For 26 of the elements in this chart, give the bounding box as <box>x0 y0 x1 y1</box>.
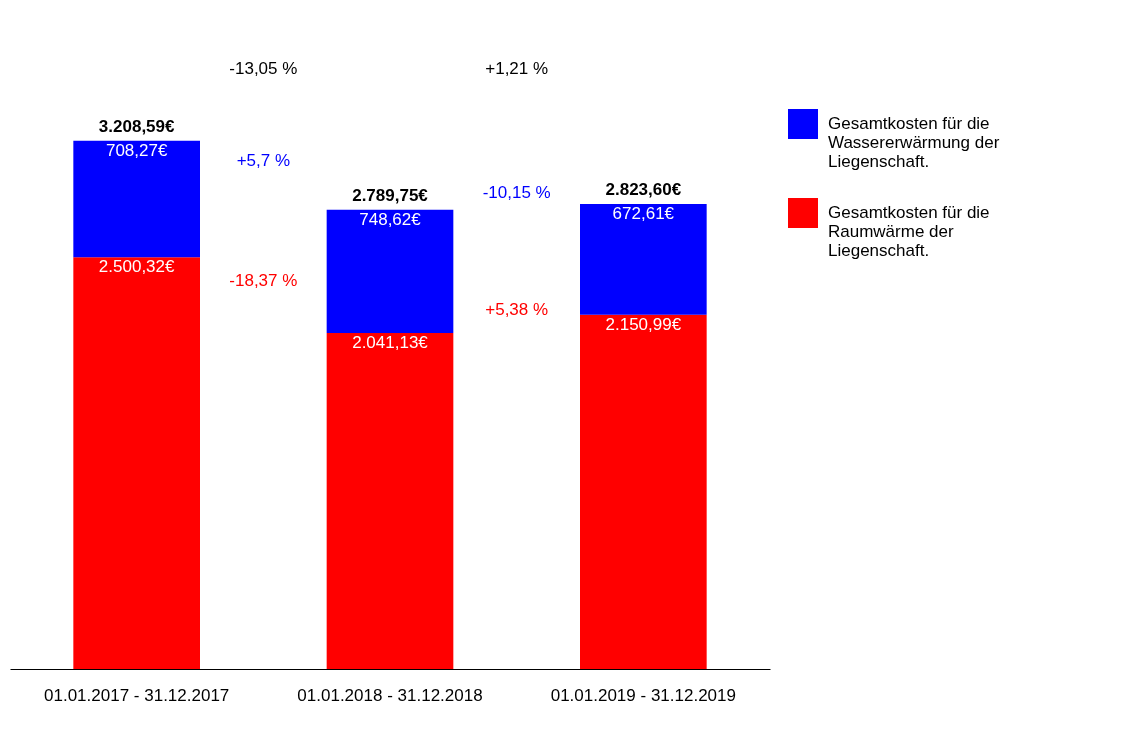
bar <box>73 257 200 669</box>
bar <box>580 314 707 669</box>
total-label: 3.208,59€ <box>98 116 176 136</box>
bar <box>326 209 454 333</box>
annotation: +5,38 % <box>485 299 549 319</box>
data-label: 2.500,32€ <box>98 257 176 277</box>
x-tick-label: 01.01.2017 - 31.12.2017 <box>44 685 230 705</box>
total-label: 2.823,60€ <box>605 180 682 200</box>
annotation: -10,15 % <box>482 182 551 202</box>
data-label: 748,62€ <box>359 209 422 229</box>
legend-label: Gesamtkosten für die Wassererwärmung der Liegenschaft. <box>828 114 1000 171</box>
legend-label: Gesamtkosten für die Raumwärme der Liegenschaft. <box>828 203 990 260</box>
bar <box>73 140 200 258</box>
data-label: 672,61€ <box>612 204 675 224</box>
data-label: 708,27€ <box>105 140 168 160</box>
annotation: -18,37 % <box>229 271 298 291</box>
bar <box>580 204 707 315</box>
data-label: 2.041,13€ <box>352 332 429 352</box>
x-tick-label: 01.01.2019 - 31.12.2019 <box>550 685 736 705</box>
text: +1,21 % <box>485 59 549 78</box>
bar <box>326 332 454 669</box>
text: -13,05 % <box>229 59 298 78</box>
total-label: 2.789,75€ <box>352 185 429 205</box>
data-label: 2.150,99€ <box>605 314 682 334</box>
x-tick-label: 01.01.2018 - 31.12.2018 <box>297 685 483 705</box>
annotation: +5,7 % <box>236 151 291 171</box>
